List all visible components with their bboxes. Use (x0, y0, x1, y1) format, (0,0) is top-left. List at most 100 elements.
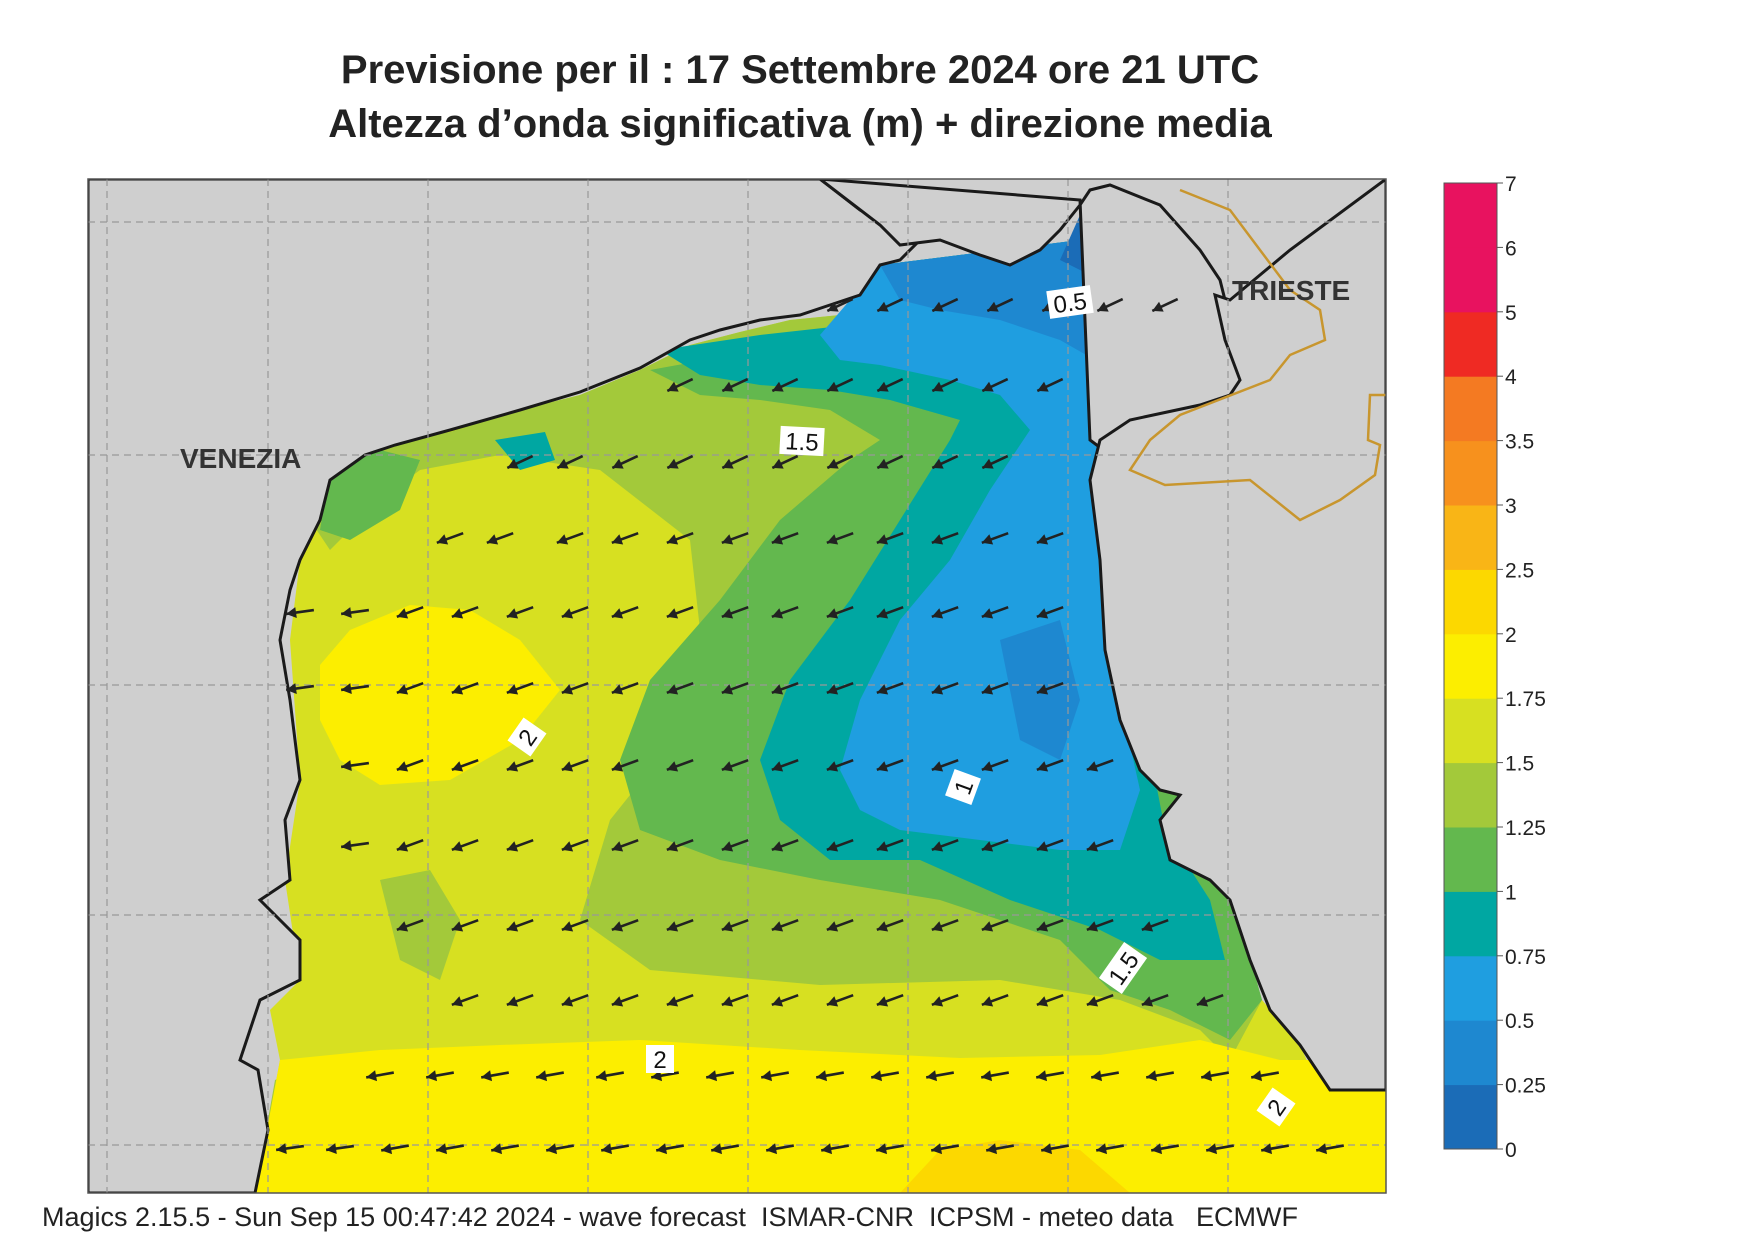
wave-direction-arrowhead (561, 921, 574, 932)
wave-direction-arrowhead (1251, 1070, 1263, 1082)
wave-direction-arrowhead (1151, 1143, 1163, 1155)
wave-direction-arrowhead (506, 996, 519, 1007)
colorbar-tick-label: 6 (1505, 237, 1517, 260)
wave-direction-arrowhead (666, 841, 679, 852)
wave-direction-arrowhead (871, 1070, 883, 1082)
wave-direction-arrowhead (772, 381, 784, 392)
map-frame (87, 178, 1387, 1194)
place-label-trieste: TRIESTE (1232, 275, 1350, 306)
wave-direction-arrowhead (1316, 1143, 1328, 1155)
wave-direction-arrowhead (761, 1070, 773, 1082)
wave-direction-arrowhead (1141, 996, 1154, 1007)
wave-direction-arrowhead (826, 534, 839, 545)
colorbar-segment (1444, 633, 1497, 699)
wave-direction-arrowhead (561, 996, 574, 1007)
sea-2.5-3 (900, 1140, 1130, 1193)
wave-direction-arrowhead (611, 921, 624, 932)
wave-direction-arrowhead (981, 534, 994, 545)
wave-direction-arrowhead (506, 608, 519, 619)
wave-direction-arrowhead (426, 1070, 438, 1082)
wave-direction-arrowhead (721, 684, 734, 695)
wave-direction-arrowhead (596, 1070, 608, 1082)
wave-direction-arrowhead (771, 921, 784, 932)
wave-direction-arrowhead (771, 841, 784, 852)
sea-2-2.5-west (320, 605, 560, 785)
wave-direction-arrowhead (286, 607, 297, 619)
wave-direction-arrowhead (276, 1143, 287, 1155)
wave-direction-arrowhead (932, 381, 944, 392)
wave-direction-arrowhead (1152, 301, 1164, 312)
map-area (88, 179, 1386, 1193)
wave-direction-arrowhead (561, 684, 574, 695)
wave-direction-arrowhead (876, 761, 889, 772)
wave-direction-arrowhead (981, 761, 994, 772)
colorbar-tick-label: 4 (1505, 366, 1517, 389)
wave-direction-arrowhead (932, 301, 944, 312)
wave-direction-arrowhead (1036, 684, 1049, 695)
wave-direction-arrowhead (876, 684, 889, 695)
wave-direction-arrowhead (766, 1143, 778, 1155)
colorbar-segment (1444, 247, 1497, 313)
wave-direction-arrowhead (611, 841, 624, 852)
wave-direction-arrowhead (826, 761, 839, 772)
colorbar-tick-label: 3.5 (1505, 431, 1534, 454)
wave-direction-arrows (275, 297, 1345, 1155)
wave-direction-arrowhead (877, 458, 889, 469)
wave-direction-arrowhead (546, 1143, 558, 1155)
colorbar-frame (1443, 182, 1498, 1150)
wave-direction-arrowhead (481, 1070, 493, 1082)
wave-direction-arrowhead (507, 458, 519, 469)
wave-direction-arrowhead (981, 996, 994, 1007)
wave-direction-arrowhead (827, 381, 839, 392)
wave-direction-arrowhead (931, 1143, 943, 1155)
wave-direction-arrowhead (656, 1143, 668, 1155)
sea-1.25-near-venezia (320, 450, 420, 540)
wave-direction-arrowhead (556, 534, 569, 545)
wave-direction-arrowhead (932, 458, 944, 469)
wave-direction-arrowhead (451, 921, 464, 932)
contour-label-text: 1.5 (785, 428, 820, 457)
colorbar-tick-label: 1 (1505, 881, 1517, 904)
wave-direction-arrowhead (436, 1143, 448, 1155)
wave-direction-arrowhead (396, 684, 409, 695)
colorbar-segment (1444, 311, 1497, 377)
contour-label: 2 (1256, 1087, 1296, 1127)
wave-direction-arrowhead (506, 921, 519, 932)
colorbar-segment (1444, 762, 1497, 828)
wave-direction-arrowhead (721, 534, 734, 545)
wave-direction-arrowhead (931, 841, 944, 852)
wave-direction-arrowhead (931, 608, 944, 619)
wave-direction-arrowhead (451, 841, 464, 852)
wave-direction-arrowhead (561, 841, 574, 852)
wave-direction-arrowhead (1036, 761, 1049, 772)
wave-direction-arrowhead (667, 381, 679, 392)
footer-credits: Magics 2.15.5 - Sun Sep 15 00:47:42 2024… (42, 1202, 1299, 1232)
wave-direction-arrowhead (396, 841, 409, 852)
colorbar-segment (1444, 440, 1497, 506)
contour-label: 1 (945, 769, 981, 805)
wave-direction-arrowhead (611, 608, 624, 619)
wave-direction-arrowhead (931, 684, 944, 695)
wave-direction-arrowhead (611, 996, 624, 1007)
map-title: Previsione per il : 17 Settembre 2024 or… (340, 48, 1260, 92)
wave-direction-arrowhead (931, 921, 944, 932)
wave-direction-arrowhead (1141, 921, 1154, 932)
wave-direction-arrowhead (1086, 996, 1099, 1007)
wave-direction-arrowhead (827, 458, 839, 469)
contour-label-text: 0.5 (1052, 288, 1089, 319)
wave-direction-arrowhead (436, 534, 449, 545)
wave-direction-arrowhead (381, 1143, 393, 1155)
wave-direction-arrowhead (666, 608, 679, 619)
wave-direction-arrowhead (721, 608, 734, 619)
wave-direction-arrowhead (982, 458, 994, 469)
wave-direction-arrowhead (506, 684, 519, 695)
wave-direction-arrowhead (827, 301, 839, 312)
colorbar-tick-label: 3 (1505, 495, 1517, 518)
wave-direction-arrowhead (1146, 1070, 1158, 1082)
wave-direction-arrowhead (826, 608, 839, 619)
wave-direction-arrowhead (721, 761, 734, 772)
graticule (88, 179, 1386, 1193)
wave-direction-arrowhead (396, 761, 409, 772)
wave-direction-arrowhead (772, 458, 784, 469)
